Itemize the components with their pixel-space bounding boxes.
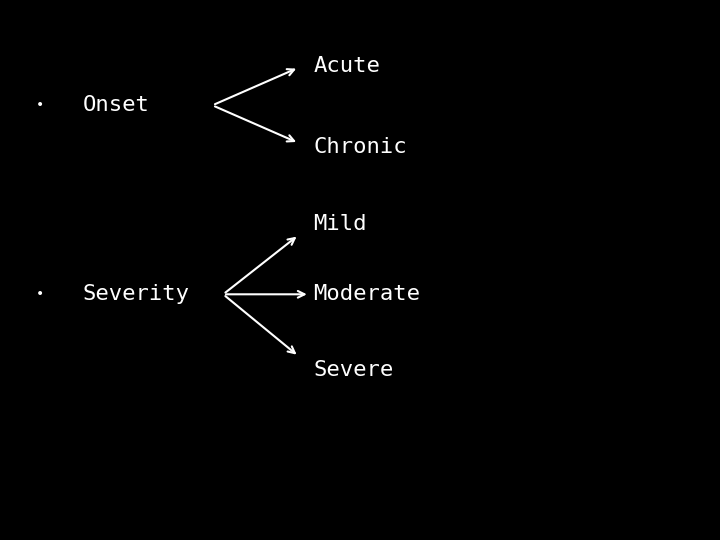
Text: Severe: Severe bbox=[313, 360, 393, 380]
Text: Acute: Acute bbox=[313, 56, 380, 77]
Text: Onset: Onset bbox=[83, 95, 150, 116]
Text: Mild: Mild bbox=[313, 214, 366, 234]
Text: Severity: Severity bbox=[83, 284, 190, 305]
Text: Chronic: Chronic bbox=[313, 137, 407, 157]
Text: Moderate: Moderate bbox=[313, 284, 420, 305]
Text: •: • bbox=[35, 98, 44, 112]
Text: •: • bbox=[35, 287, 44, 301]
